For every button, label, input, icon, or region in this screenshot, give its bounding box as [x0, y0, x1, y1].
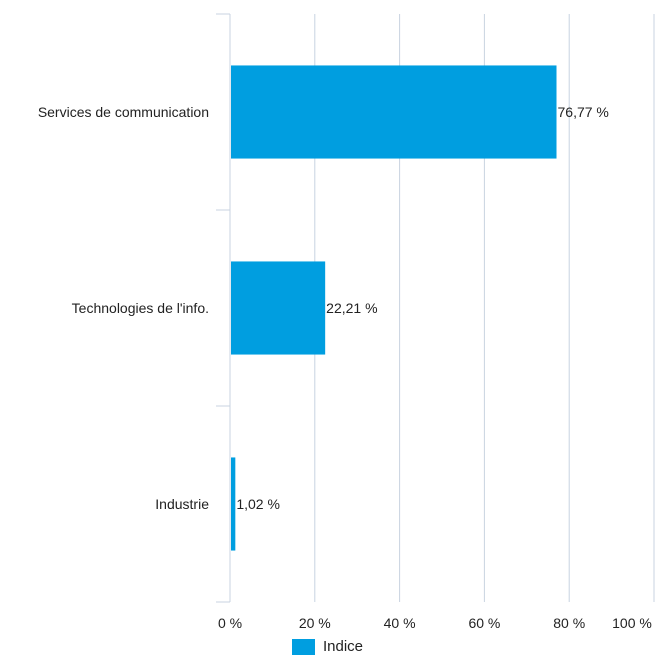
- x-tick-label: 100 %: [612, 615, 652, 631]
- x-tick-label: 0 %: [218, 615, 242, 631]
- data-label: 76,77 %: [558, 104, 609, 120]
- x-tick-label: 20 %: [299, 615, 331, 631]
- category-label: Services de communication: [38, 104, 209, 120]
- x-tick-label: 80 %: [553, 615, 585, 631]
- legend-label: Indice: [323, 638, 364, 655]
- bar: [231, 457, 236, 551]
- x-tick-label: 60 %: [468, 615, 500, 631]
- category-label: Industrie: [155, 496, 209, 512]
- bar: [231, 261, 326, 355]
- x-tick-label: 40 %: [384, 615, 416, 631]
- legend-swatch: [292, 638, 315, 655]
- category-label: Technologies de l'info.: [72, 300, 209, 316]
- data-label: 22,21 %: [326, 300, 377, 316]
- legend: Indice: [292, 638, 363, 655]
- bar: [231, 65, 557, 159]
- data-label: 1,02 %: [236, 496, 280, 512]
